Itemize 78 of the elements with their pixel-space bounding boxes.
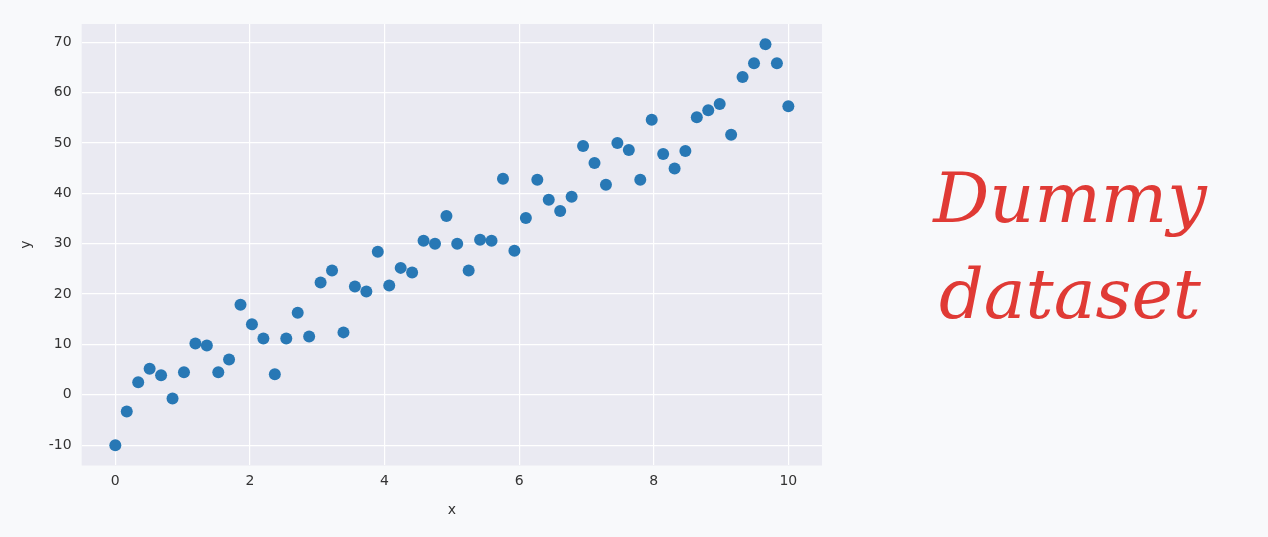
point [234,298,247,311]
point [245,318,258,331]
x-tick-label: 8 [649,472,659,489]
point [371,245,384,258]
point [519,211,532,224]
point [657,148,670,160]
point [599,178,612,191]
point [166,392,179,405]
y-tick-label: -10 [48,435,72,452]
point [474,233,487,246]
point [200,339,213,352]
point [440,209,453,222]
point [177,366,190,379]
point [531,173,544,186]
point [690,111,703,124]
point [257,332,270,345]
x-tick-label: 4 [380,472,390,489]
point [280,332,293,345]
y-tick-label: 30 [53,234,72,251]
point [212,366,225,379]
y-axis-title: y [17,240,34,249]
y-tick-label: 60 [53,83,72,100]
x-tick-label: 0 [110,472,120,489]
point [748,57,761,70]
point [565,190,578,203]
x-tick-label: 6 [514,472,524,489]
point [588,157,601,170]
point [223,353,236,366]
point [348,280,361,293]
point [394,261,407,274]
point [326,264,339,277]
point [702,104,715,117]
x-tick-label: 10 [779,472,798,489]
point [713,98,726,111]
point [634,173,647,186]
point [782,100,795,113]
point [417,234,430,247]
point [622,143,635,156]
point [759,38,772,51]
point [337,326,350,339]
text: Dummy dataset [931,156,1209,337]
point [462,264,475,277]
point [383,279,396,292]
point [496,172,509,185]
y-tick-label: 70 [53,32,72,49]
point [508,244,521,257]
y-tick-label: 20 [53,284,72,301]
point [645,113,658,126]
point [268,368,281,381]
point [485,234,498,247]
point [451,237,464,250]
point [360,285,373,298]
point [109,439,122,452]
point [542,193,555,206]
point [406,266,419,279]
x-tick-label: 2 [245,472,255,489]
point [554,204,567,217]
point [736,70,749,83]
y-tick-label: 10 [53,335,72,352]
point [577,139,590,152]
point [429,237,442,250]
point [189,337,202,350]
point [143,362,156,375]
point [120,405,133,418]
point [291,306,304,319]
point [770,57,783,70]
point [155,369,168,382]
point [611,136,624,149]
y-tick-label: 40 [53,183,72,200]
point [303,330,316,343]
y-tick-label: 0 [62,385,72,402]
point [725,128,738,141]
point [668,162,681,175]
x-axis-title: x [447,501,456,518]
y-tick-label: 50 [53,133,72,150]
point [132,376,145,389]
point [679,144,692,157]
point [314,276,327,289]
